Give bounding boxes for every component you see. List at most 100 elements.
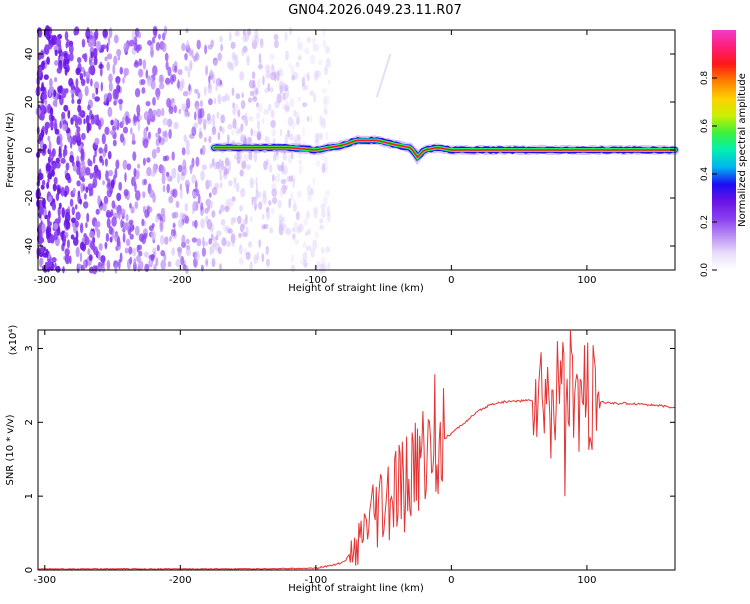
heatmap-cell [106, 217, 111, 229]
heatmap-cell [266, 158, 270, 165]
heatmap-cell [194, 180, 198, 190]
heatmap-cell [274, 176, 278, 183]
heatmap-cell [215, 235, 219, 241]
heatmap-cell [168, 195, 174, 204]
heatmap-cell [95, 87, 99, 95]
heatmap-cell [221, 127, 225, 134]
heatmap-cell [60, 157, 66, 164]
heatmap-cell [162, 184, 166, 193]
snr-x-tick-label: -200 [169, 575, 192, 586]
heatmap-cell [276, 163, 279, 170]
heatmap-cell [211, 210, 216, 218]
heatmap-cell [209, 163, 214, 169]
heatmap-cell [52, 183, 57, 192]
heatmap-cell [40, 245, 44, 253]
heatmap-cell [155, 132, 160, 139]
heatmap-cell [65, 162, 70, 171]
heatmap-cell [46, 217, 50, 224]
heatmap-cell [98, 119, 102, 130]
heatmap-cell [297, 42, 301, 49]
heatmap-cell [64, 254, 70, 265]
heatmap-cell [186, 148, 191, 156]
heatmap-cell [80, 147, 85, 156]
heatmap-cell [307, 192, 312, 202]
heatmap-cell [279, 223, 283, 229]
heatmap-cell [174, 65, 177, 73]
heatmap-cell [61, 207, 65, 219]
heatmap-cell [234, 57, 239, 67]
heatmap-cell [307, 74, 310, 81]
heatmap-cell [171, 97, 175, 103]
heatmap-cell [160, 250, 165, 257]
heatmap-cell [323, 66, 329, 76]
heatmap-cell [138, 58, 143, 66]
colorbar-tick-label: 0.0 [700, 263, 710, 278]
heatmap-cell [274, 39, 279, 49]
heatmap-cell [48, 210, 51, 219]
heatmap-cell [57, 206, 61, 217]
heatmap-cell [185, 248, 191, 256]
heatmap-cell [252, 198, 258, 206]
heatmap-cell [38, 237, 43, 247]
heatmap-cell [200, 170, 205, 181]
heatmap-cell [105, 209, 111, 218]
heatmap-cell [287, 154, 292, 165]
heatmap-cell [179, 212, 185, 220]
heatmap-cell [165, 60, 169, 71]
heatmap-cell [60, 186, 65, 197]
snr-x-label: Height of straight line (km) [288, 583, 424, 594]
heatmap-cell [262, 190, 267, 198]
heatmap-cell [160, 234, 165, 246]
heatmap-cell [280, 178, 287, 185]
heatmap-cell [47, 135, 51, 142]
heatmap-cell [70, 84, 74, 91]
heatmap-cell [293, 221, 299, 233]
heatmap-cell [281, 103, 288, 111]
heatmap-cell [314, 74, 318, 82]
heatmap-cell [240, 100, 246, 110]
heatmap-cell [288, 62, 292, 69]
heatmap-cell [178, 252, 182, 259]
heatmap-cell [268, 87, 275, 93]
colorbar: 0.0 0.2 0.4 0.6 0.8 Normalized spectral ampl… [700, 30, 748, 277]
heatmap-cell [63, 52, 68, 59]
heatmap-cell [265, 211, 271, 217]
heatmap-cell [310, 248, 315, 258]
snr-y-tick-label: 1 [24, 493, 35, 499]
heatmap-cell [255, 87, 259, 95]
heatmap-cell [120, 219, 123, 229]
heatmap-cell [160, 74, 163, 83]
heatmap-cell [258, 191, 261, 199]
heatmap-cell [80, 79, 86, 85]
heatmap-cell [256, 120, 261, 131]
heatmap-cell [263, 109, 268, 116]
heatmap-cell [113, 55, 118, 66]
heatmap-cell [288, 175, 294, 182]
heatmap-cell [235, 93, 241, 100]
heatmap-cell [142, 157, 146, 166]
heatmap-cell [265, 64, 271, 73]
heatmap-cell [50, 86, 55, 93]
heatmap-cell [150, 254, 155, 260]
heatmap-cell [65, 58, 70, 65]
heatmap-cell [105, 170, 109, 182]
heatmap-cell [302, 102, 308, 108]
heatmap-cell [284, 133, 288, 144]
heatmap-cell [101, 159, 105, 166]
heatmap-cell [318, 59, 323, 66]
heatmap-cell [54, 118, 57, 126]
heatmap-cell [257, 132, 262, 141]
heatmap-cell [309, 90, 315, 96]
heatmap-cell [173, 105, 177, 114]
heatmap-cell [93, 56, 98, 66]
heatmap-cell [99, 205, 103, 212]
heatmap-cell [69, 52, 74, 62]
heatmap-cell [321, 246, 325, 254]
heatmap-cell [155, 41, 161, 51]
heatmap-cell [237, 128, 242, 134]
heatmap-cell [177, 164, 183, 173]
heatmap-cell [213, 59, 218, 67]
heatmap-cell [323, 156, 328, 165]
heatmap-cell [125, 213, 129, 222]
